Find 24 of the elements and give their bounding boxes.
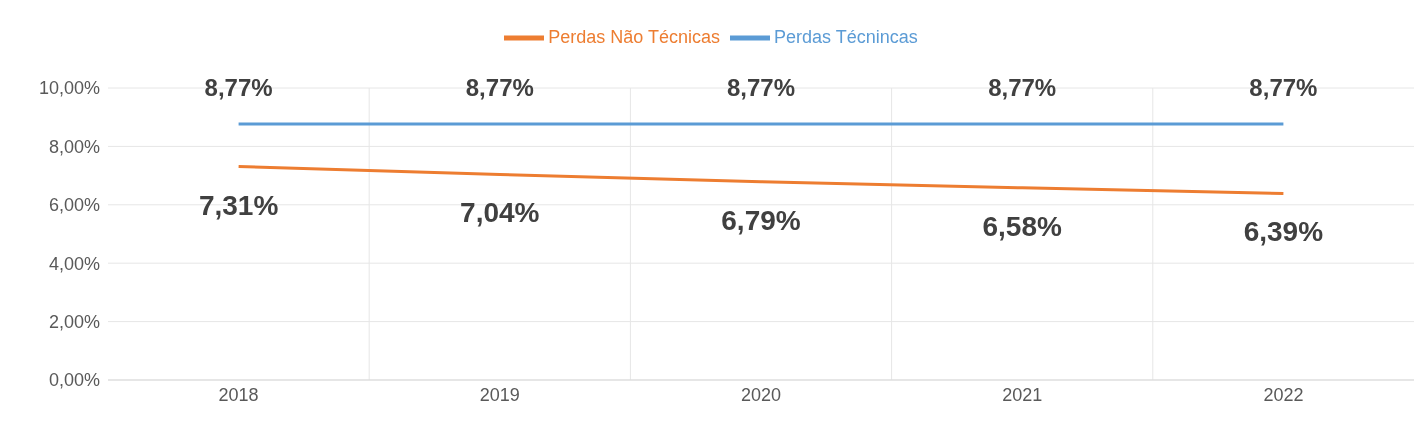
data-label: 7,31% — [198, 189, 279, 221]
x-tick-label: 2019 — [479, 384, 520, 405]
data-label: 7,04% — [460, 197, 540, 229]
y-tick-label: 2,00% — [48, 311, 100, 332]
y-tick-label: 4,00% — [48, 253, 100, 274]
data-label: 8,77% — [726, 73, 796, 101]
y-tick-label: 0,00% — [48, 370, 100, 391]
x-tick-label: 2020 — [740, 384, 782, 405]
data-label: 8,77% — [1249, 73, 1318, 101]
x-tick-label: 2022 — [1263, 384, 1304, 405]
legend-label: Perdas Não Técnicas — [548, 26, 720, 47]
data-label: 6,39% — [1243, 216, 1324, 248]
line-series — [237, 165, 1285, 195]
data-label: 6,58% — [982, 210, 1062, 242]
legend-label: Perdas Técnincas — [774, 26, 918, 47]
x-tick-label: 2018 — [218, 384, 259, 405]
x-tick-label: 2021 — [1002, 384, 1043, 405]
y-tick-label: 6,00% — [48, 195, 100, 216]
data-label: 6,79% — [721, 204, 801, 236]
data-label: 8,77% — [988, 73, 1057, 101]
y-tick-label: 8,00% — [48, 136, 100, 157]
data-label: 8,77% — [465, 73, 534, 101]
data-label: 8,77% — [204, 73, 273, 101]
y-tick-label: 10,00% — [38, 78, 100, 99]
